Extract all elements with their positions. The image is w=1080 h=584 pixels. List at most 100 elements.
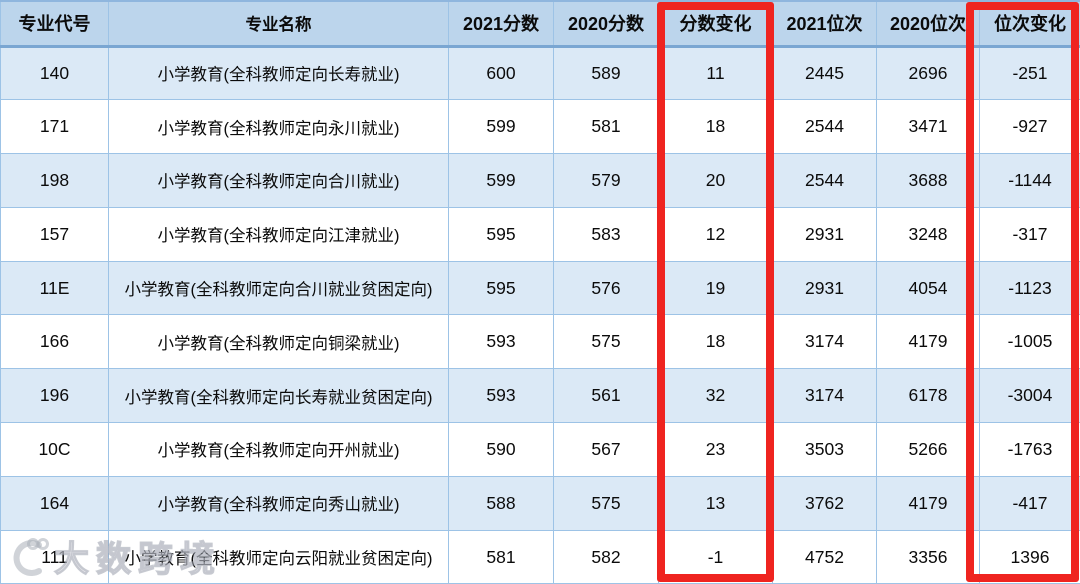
table-cell: 171 xyxy=(0,99,109,155)
table-cell: 595 xyxy=(448,206,554,262)
table-cell: -3004 xyxy=(979,368,1080,424)
table-cell: 4179 xyxy=(876,314,980,370)
table-cell: 593 xyxy=(448,368,554,424)
table-cell: 2931 xyxy=(772,260,877,316)
table-cell: 10C xyxy=(0,422,109,477)
table-cell: 582 xyxy=(553,529,659,584)
table-cell: 600 xyxy=(448,45,554,101)
table-cell: 599 xyxy=(448,153,554,208)
table-cell: 3471 xyxy=(876,99,980,155)
table-cell: 589 xyxy=(553,45,659,101)
table-cell: 小学教育(全科教师定向长寿就业贫困定向) xyxy=(108,368,449,424)
table-cell: 583 xyxy=(553,206,659,262)
table-cell: 13 xyxy=(658,475,773,531)
table-cell: 3174 xyxy=(772,314,877,370)
table-cell: 198 xyxy=(0,153,109,208)
table-cell: 小学教育(全科教师定向长寿就业) xyxy=(108,45,449,101)
table-cell: 581 xyxy=(448,529,554,584)
table-cell: 4179 xyxy=(876,475,980,531)
table-cell: 11 xyxy=(658,45,773,101)
table-cell: 579 xyxy=(553,153,659,208)
table-cell: -1144 xyxy=(979,153,1080,208)
table-cell: 599 xyxy=(448,99,554,155)
table-cell: -1123 xyxy=(979,260,1080,316)
table-row-1: 171 小学教育(全科教师定向永川就业) 599 581 18 2544 3471 -927 xyxy=(0,99,1080,155)
table-cell: 6178 xyxy=(876,368,980,424)
table-row-6: 196 小学教育(全科教师定向长寿就业贫困定向) 593 561 32 3174 6178-… xyxy=(0,368,1080,424)
table-row-2: 198 小学教育(全科教师定向合川就业) 599 579 20 2544 3688 -1144 xyxy=(0,153,1080,208)
table-cell: 575 xyxy=(553,475,659,531)
table-cell: 3503 xyxy=(772,422,877,477)
column-header-2: 2021分数 xyxy=(448,0,554,48)
table-cell: 18 xyxy=(658,314,773,370)
column-header-4: 分数变化 xyxy=(658,0,773,48)
table-cell: 576 xyxy=(553,260,659,316)
column-header-7: 位次变化 xyxy=(979,0,1080,48)
column-header-0: 专业代号 xyxy=(0,0,109,48)
table-cell: 小学教育(全科教师定向江津就业) xyxy=(108,206,449,262)
table-cell: 581 xyxy=(553,99,659,155)
table-cell: 2696 xyxy=(876,45,980,101)
table-cell: 19 xyxy=(658,260,773,316)
table-cell: 164 xyxy=(0,475,109,531)
table-cell: 小学教育(全科教师定向永川就业) xyxy=(108,99,449,155)
table-row-3: 157 小学教育(全科教师定向江津就业) 595 583 12 2931 3248 -317 xyxy=(0,206,1080,262)
table-cell: 561 xyxy=(553,368,659,424)
table-cell: 1396 xyxy=(979,529,1080,584)
column-header-6: 2020位次 xyxy=(876,0,980,48)
table-cell: 2445 xyxy=(772,45,877,101)
table-cell: -927 xyxy=(979,99,1080,155)
table-cell: 20 xyxy=(658,153,773,208)
table-cell: 小学教育(全科教师定向云阳就业贫困定向) xyxy=(108,529,449,584)
table-cell: 593 xyxy=(448,314,554,370)
table-cell: 2544 xyxy=(772,99,877,155)
table-cell: 小学教育(全科教师定向铜梁就业) xyxy=(108,314,449,370)
table-cell: 595 xyxy=(448,260,554,316)
table-cell: 12 xyxy=(658,206,773,262)
table-cell: 590 xyxy=(448,422,554,477)
table-cell: 157 xyxy=(0,206,109,262)
table-cell: -1 xyxy=(658,529,773,584)
table-cell: 575 xyxy=(553,314,659,370)
table-body: 140 小学教育(全科教师定向长寿就业) 600 589 11 2445 2696 -251 1… xyxy=(0,45,1080,584)
column-header-1: 专业名称 xyxy=(108,0,449,48)
table-cell: 166 xyxy=(0,314,109,370)
table-cell: 196 xyxy=(0,368,109,424)
table-cell: 32 xyxy=(658,368,773,424)
table-cell: 5266 xyxy=(876,422,980,477)
table-cell: 567 xyxy=(553,422,659,477)
table-row-5: 166 小学教育(全科教师定向铜梁就业) 593 575 18 3174 4179 -1005 xyxy=(0,314,1080,370)
table-row-0: 140 小学教育(全科教师定向长寿就业) 600 589 11 2445 2696 -251 xyxy=(0,45,1080,101)
table-cell: 3762 xyxy=(772,475,877,531)
column-header-3: 2020分数 xyxy=(553,0,659,48)
table-cell: 4054 xyxy=(876,260,980,316)
table-cell: 3248 xyxy=(876,206,980,262)
table-cell: 18 xyxy=(658,99,773,155)
table-row-4: 11E 小学教育(全科教师定向合川就业贫困定向) 595 576 19 2931 4054-… xyxy=(0,260,1080,316)
table-cell: 3688 xyxy=(876,153,980,208)
table-cell: 111 xyxy=(0,529,109,584)
table-cell: 小学教育(全科教师定向合川就业贫困定向) xyxy=(108,260,449,316)
table-cell: 小学教育(全科教师定向开州就业) xyxy=(108,422,449,477)
table-cell: 588 xyxy=(448,475,554,531)
column-header-5: 2021位次 xyxy=(772,0,877,48)
table-cell: -317 xyxy=(979,206,1080,262)
table-cell: 4752 xyxy=(772,529,877,584)
table-cell: 140 xyxy=(0,45,109,101)
table-cell: -1763 xyxy=(979,422,1080,477)
table-row-7: 10C 小学教育(全科教师定向开州就业) 590 567 23 3503 5266 -1763 xyxy=(0,422,1080,477)
table-cell: 2931 xyxy=(772,206,877,262)
table-cell: 11E xyxy=(0,260,109,316)
table-row-8: 164 小学教育(全科教师定向秀山就业) 588 575 13 3762 4179 -417 xyxy=(0,475,1080,531)
table-cell: 3356 xyxy=(876,529,980,584)
table-cell: 小学教育(全科教师定向合川就业) xyxy=(108,153,449,208)
table-cell: 2544 xyxy=(772,153,877,208)
table-row-9: 111 小学教育(全科教师定向云阳就业贫困定向) 581 582 -1 4752 3356 1… xyxy=(0,529,1080,584)
header-row: 专业代号 专业名称 2021分数 2020分数 分数变化 2021位次 2020位次 位次变化 xyxy=(0,0,1080,48)
table-cell: 23 xyxy=(658,422,773,477)
table-cell: 3174 xyxy=(772,368,877,424)
table-cell: -1005 xyxy=(979,314,1080,370)
table-cell: -251 xyxy=(979,45,1080,101)
